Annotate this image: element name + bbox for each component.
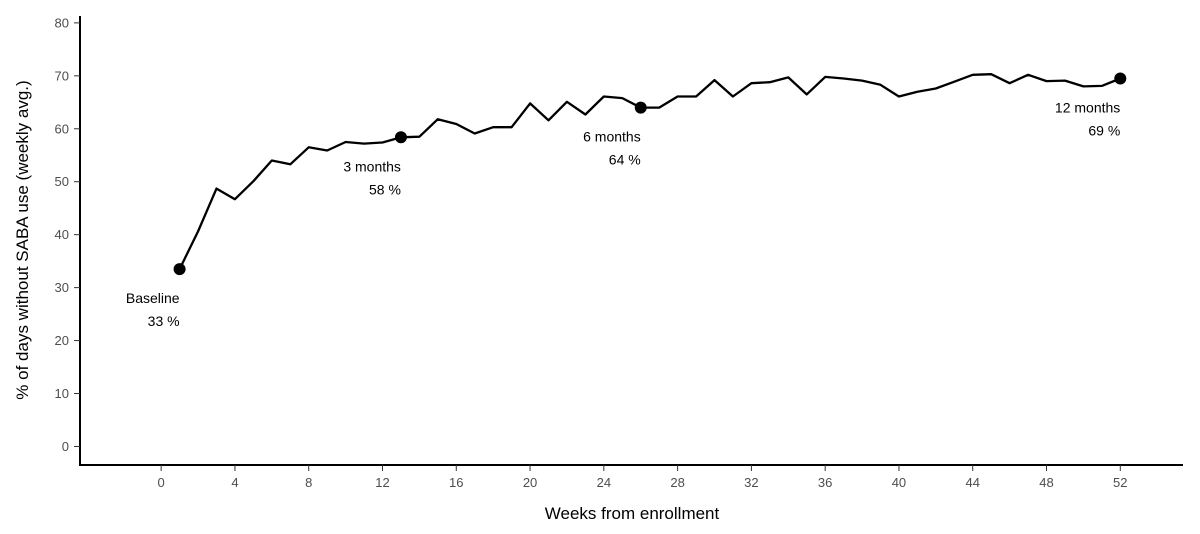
y-tick-label: 40: [55, 227, 69, 242]
y-tick-label: 30: [55, 280, 69, 295]
milestone-point: [394, 131, 407, 144]
milestone-value: 33 %: [148, 313, 180, 329]
x-tick-label: 28: [670, 475, 684, 490]
x-tick-label: 20: [523, 475, 537, 490]
x-tick-label: 4: [231, 475, 238, 490]
x-tick-label: 8: [305, 475, 312, 490]
plot-area: Baseline 33 % 3 months 58 % 6 months 64 % 12 m…: [126, 72, 1127, 329]
x-tick-label: 32: [744, 475, 758, 490]
y-tick-label: 80: [55, 15, 69, 30]
x-tick-label: 48: [1039, 475, 1053, 490]
y-tick-label: 50: [55, 174, 69, 189]
x-tick-label: 36: [818, 475, 832, 490]
milestone-value: 69 %: [1088, 122, 1120, 138]
x-axis-title: Weeks from enrollment: [545, 504, 720, 523]
milestone-label: Baseline: [126, 290, 180, 306]
y-tick-label: 10: [55, 386, 69, 401]
milestone-value: 64 %: [609, 152, 641, 168]
series-line: [178, 73, 1122, 271]
milestone-point: [1114, 72, 1127, 85]
x-tick-label: 16: [449, 475, 463, 490]
milestone-label: 12 months: [1055, 99, 1120, 115]
y-tick-label: 70: [55, 68, 69, 83]
x-tick-label: 0: [158, 475, 165, 490]
x-tick-label: 40: [892, 475, 906, 490]
x-tick-label: 52: [1113, 475, 1127, 490]
x-tick-label: 24: [597, 475, 611, 490]
y-tick-label: 60: [55, 121, 69, 136]
y-tick-label: 0: [62, 439, 69, 454]
milestone-label: 3 months: [343, 158, 401, 174]
y-tick-label: 20: [55, 333, 69, 348]
y-axis-title: % of days without SABA use (weekly avg.): [13, 80, 32, 399]
milestone-value: 58 %: [369, 181, 401, 197]
milestone-label: 6 months: [583, 129, 641, 145]
x-tick-label: 12: [375, 475, 389, 490]
x-tick-label: 44: [965, 475, 979, 490]
milestone-point: [634, 101, 647, 114]
milestone-point: [173, 263, 186, 276]
